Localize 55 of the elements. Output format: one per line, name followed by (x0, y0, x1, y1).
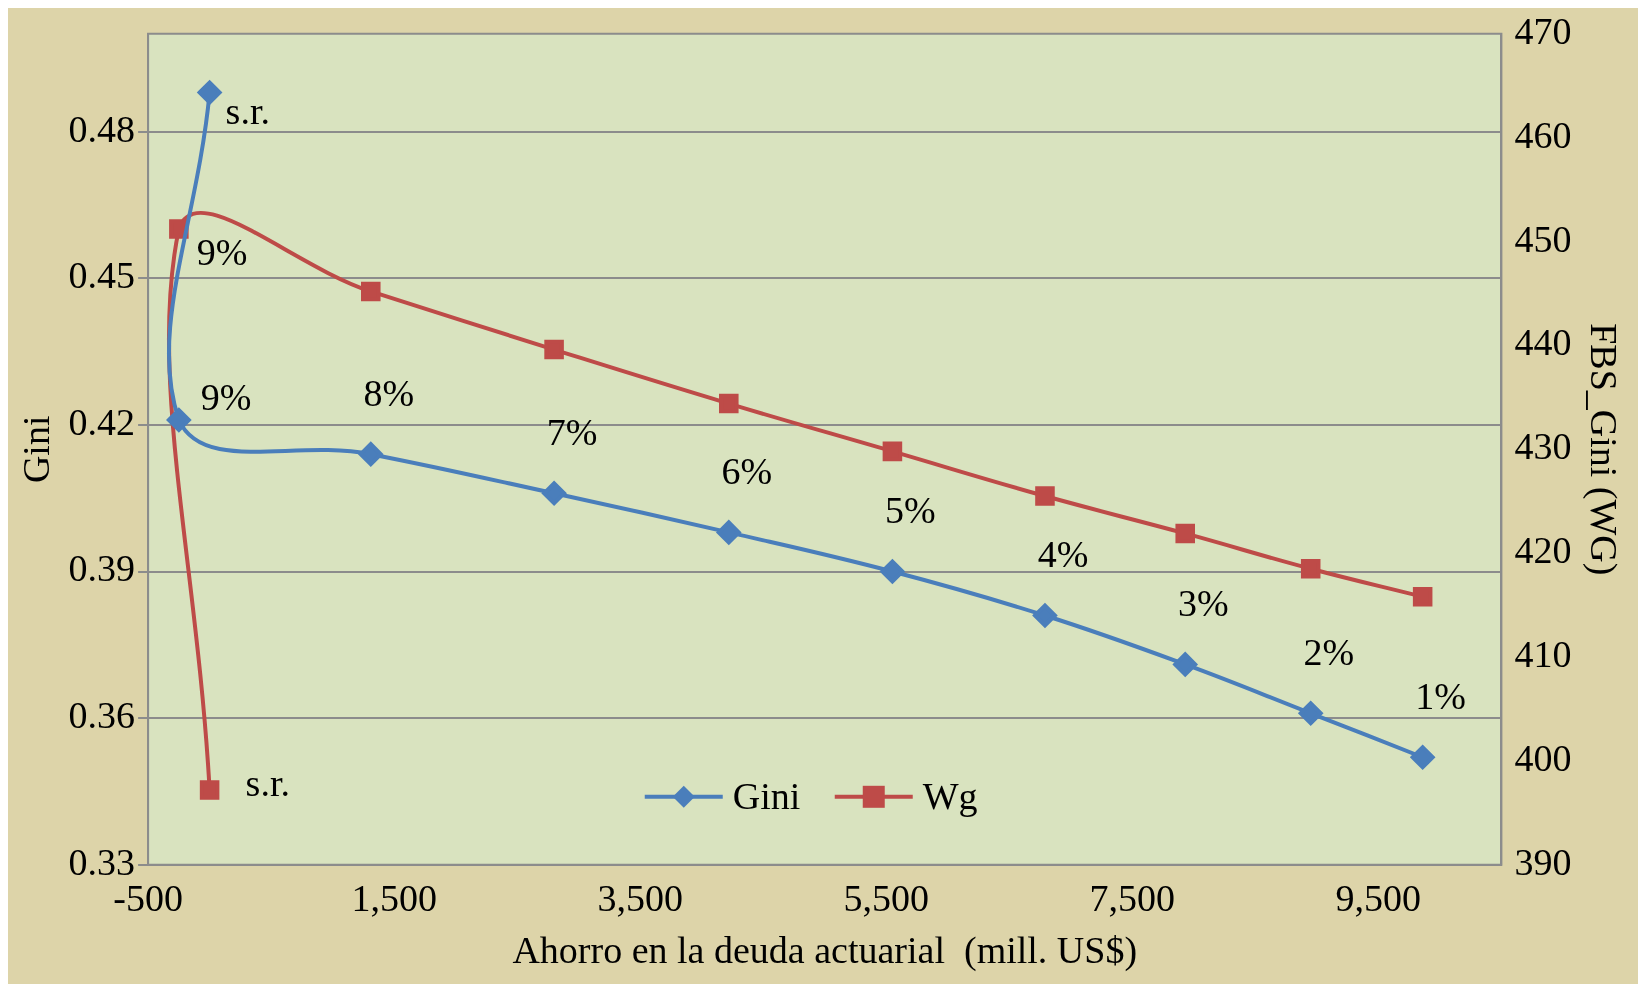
x-tick-label: 9,500 (1335, 876, 1422, 919)
annotation: 7% (546, 411, 598, 454)
y-tick-label: 0.36 (68, 694, 136, 737)
point (880, 559, 905, 584)
y2-tick-label: 400 (1514, 736, 1572, 779)
annotation: 1% (1415, 675, 1466, 718)
point (544, 339, 564, 360)
y-axis-title: Gini (14, 415, 57, 484)
annotation: 8% (363, 372, 415, 415)
y2-tick-label: 430 (1514, 425, 1572, 468)
x-tick-label: 5,500 (843, 876, 930, 919)
point (716, 520, 741, 545)
x-axis-title: Ahorro en la deuda actuarial (mill. US$) (512, 929, 1138, 973)
point (882, 441, 903, 462)
y2-tick-label: 390 (1514, 840, 1572, 883)
point (361, 281, 381, 302)
point (1298, 701, 1323, 726)
annotation: 2% (1303, 631, 1355, 674)
point (542, 481, 567, 506)
y2-axis-title: FBS_Gini (WG) (1582, 323, 1626, 576)
point (358, 442, 383, 467)
y2-tick-label: 470 (1514, 9, 1572, 52)
legend-label: Wg (922, 774, 978, 817)
annotation: 4% (1037, 533, 1089, 576)
annotation: 9% (196, 231, 248, 274)
y-tick-label: 0.39 (68, 547, 136, 590)
point (1173, 652, 1198, 677)
y2-tick-label: 460 (1514, 113, 1572, 156)
point (166, 407, 191, 432)
point (1410, 745, 1435, 770)
annotation: 6% (721, 450, 773, 493)
annotation: 9% (200, 375, 252, 418)
y-tick-label: 0.42 (68, 400, 136, 443)
y2-tick-label: 420 (1514, 529, 1572, 572)
y2-tick-label: 450 (1514, 217, 1572, 260)
annotation: 5% (885, 489, 936, 532)
point (197, 80, 222, 105)
y-tick-label: 0.45 (68, 254, 136, 297)
x-tick-label: 1,500 (351, 876, 437, 919)
x-tick-label: 7,500 (1089, 876, 1176, 919)
annotation: s.r. (245, 761, 290, 804)
y2-tick-label: 410 (1514, 633, 1572, 676)
point (719, 393, 739, 414)
y2-tick-label: 440 (1514, 321, 1572, 364)
point (1035, 486, 1055, 506)
annotation: 3% (1177, 582, 1229, 625)
point (1032, 603, 1057, 628)
point (1412, 587, 1433, 607)
annotation: s.r. (225, 90, 270, 133)
x-tick-label: 3,500 (597, 876, 683, 919)
point (1175, 523, 1195, 544)
y-tick-label: 0.48 (68, 107, 136, 150)
point (1300, 558, 1321, 579)
point (199, 780, 220, 800)
legend-label: Gini (732, 774, 801, 817)
